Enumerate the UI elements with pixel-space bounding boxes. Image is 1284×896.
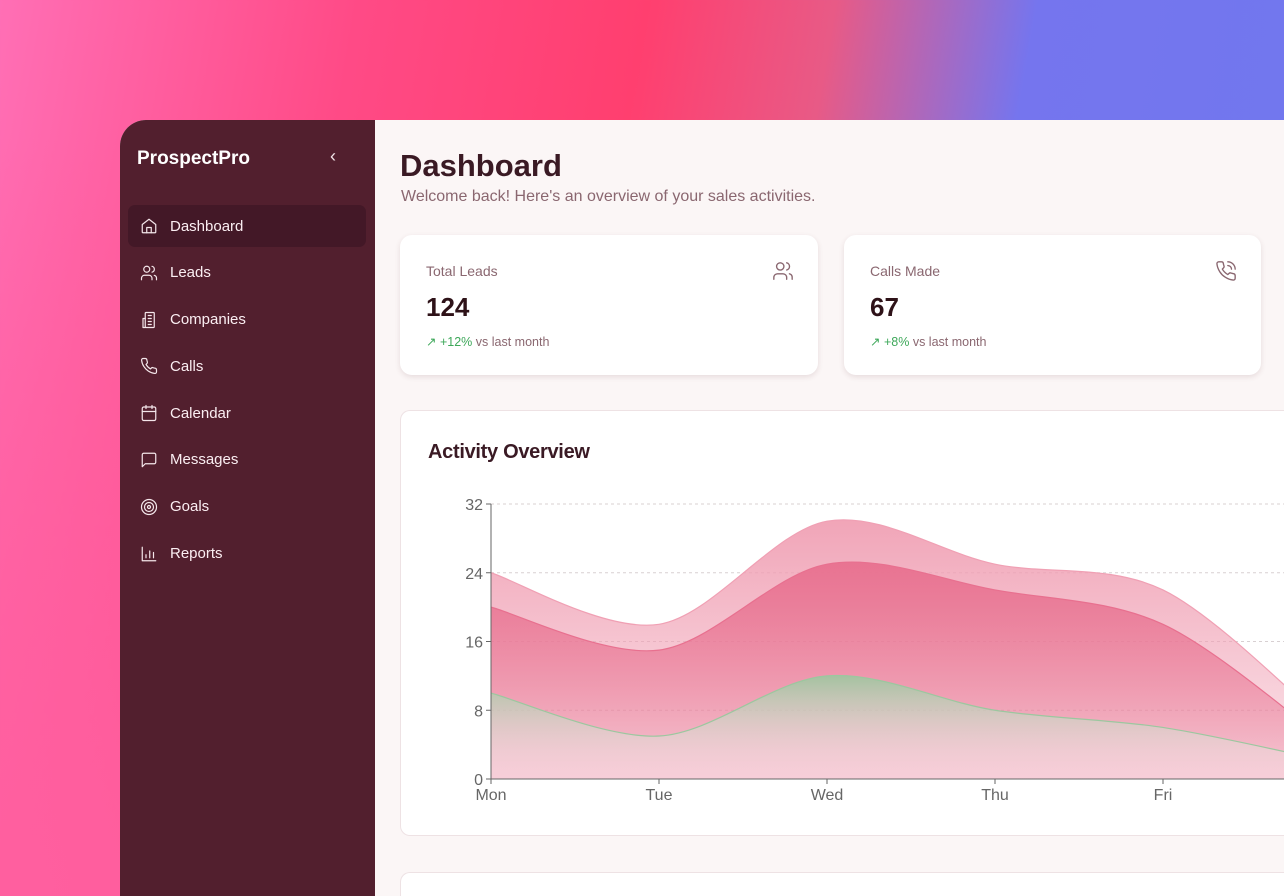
stat-change: ↗ +8% vs last month (870, 334, 986, 349)
users-icon (773, 262, 793, 280)
y-tick-label: 0 (474, 772, 483, 789)
x-tick-label: Mon (475, 787, 506, 804)
secondary-card (400, 872, 1284, 896)
sidebar-nav: Dashboard Leads Companies Calls Calendar… (128, 205, 366, 579)
building-icon (142, 311, 155, 328)
y-tick-label: 24 (465, 566, 483, 583)
sidebar-item-label: Leads (170, 264, 211, 282)
activity-chart: 0 8 16 24 32 Mon Tue Wed Thu Fri (465, 497, 1284, 804)
stat-value: 67 (870, 292, 899, 322)
x-tick-label: Thu (981, 787, 1009, 804)
stat-change: ↗ +12% vs last month (426, 334, 549, 349)
sidebar-item-companies[interactable]: Companies (128, 299, 366, 341)
page-title: Dashboard (400, 148, 562, 183)
x-tick-label: Wed (811, 787, 844, 804)
series-line-0 (490, 519, 1284, 686)
sidebar-item-label: Dashboard (170, 217, 244, 235)
series-line-1 (490, 561, 1284, 709)
sidebar-item-label: Calendar (170, 404, 231, 422)
sidebar-item-label: Messages (170, 451, 239, 469)
stat-label: Total Leads (426, 263, 498, 279)
users-icon (140, 265, 158, 281)
brand-logo: ProspectPro (137, 148, 250, 169)
sidebar-item-goals[interactable]: Goals (128, 486, 366, 528)
y-tick-label: 32 (465, 497, 483, 514)
y-tick-label: 16 (465, 635, 483, 652)
change-percent: +8% (883, 335, 910, 349)
app-window: ProspectPro ‹ Dashboard Leads Companies … (120, 120, 1284, 896)
sidebar-item-reports[interactable]: Reports (128, 533, 366, 575)
sidebar-item-leads[interactable]: Leads (128, 252, 366, 294)
arrow-up-right-icon: ↗ (870, 335, 881, 349)
stat-card-total-leads: Total Leads 124 ↗ +12% vs last month (400, 235, 818, 375)
calendar-icon (141, 405, 157, 422)
stat-card-calls-made: Calls Made 67 ↗ +8% vs last month (844, 235, 1261, 375)
series-area-2 (491, 675, 1284, 779)
y-tick-label: 8 (474, 703, 483, 720)
chart-title: Activity Overview (428, 441, 590, 463)
sidebar-item-label: Goals (170, 498, 210, 516)
phone-call-icon (1216, 261, 1236, 281)
main-content: Dashboard Welcome back! Here's an overvi… (375, 120, 1284, 896)
x-tick-label: Tue (646, 787, 673, 804)
sidebar-item-label: Companies (170, 311, 246, 329)
home-icon (141, 218, 157, 234)
change-suffix: vs last month (912, 335, 987, 349)
page-subtitle: Welcome back! Here's an overview of your… (401, 188, 816, 205)
phone-icon (140, 358, 158, 375)
sidebar-item-label: Reports (170, 545, 223, 563)
stat-value: 124 (426, 292, 470, 322)
sidebar-item-messages[interactable]: Messages (128, 439, 366, 481)
sidebar-item-label: Calls (170, 357, 204, 375)
message-icon (141, 452, 157, 468)
arrow-up-right-icon: ↗ (426, 335, 437, 349)
x-tick-label: Fri (1154, 787, 1173, 804)
series-line-2 (490, 674, 1284, 753)
sidebar-item-calendar[interactable]: Calendar (128, 392, 366, 434)
plot-area (490, 519, 1284, 779)
change-percent: +12% (439, 335, 473, 349)
stat-label: Calls Made (870, 263, 941, 279)
target-icon (140, 498, 158, 515)
change-suffix: vs last month (475, 335, 550, 349)
sidebar-item-calls[interactable]: Calls (128, 345, 366, 387)
chevron-left-icon[interactable]: ‹ (330, 146, 336, 166)
sidebar-item-dashboard[interactable]: Dashboard (128, 205, 366, 247)
activity-overview-card: Activity Overview 0 8 16 24 32 Mon Tue Wed Thu Fr… (400, 410, 1284, 836)
sidebar: ProspectPro ‹ Dashboard Leads Companies … (120, 120, 375, 896)
bar-chart-icon (141, 546, 157, 561)
